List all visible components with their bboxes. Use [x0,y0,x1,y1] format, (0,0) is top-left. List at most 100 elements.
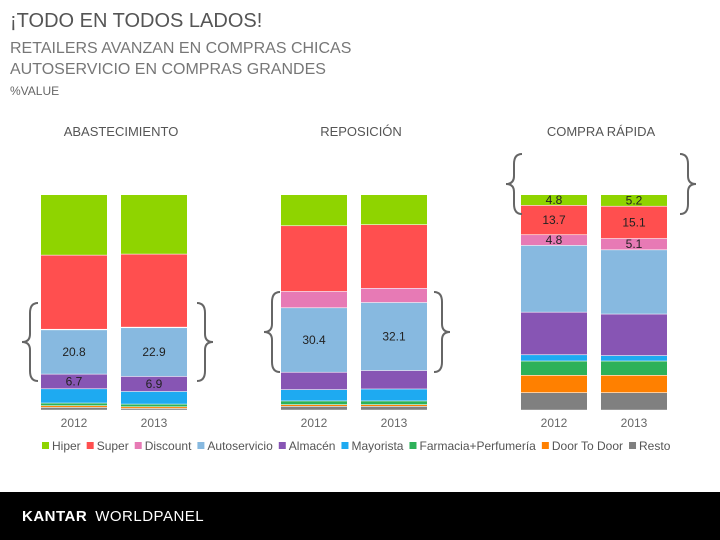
legend-label-farmacia-perfumeria: Farmacia+Perfumería [419,439,536,453]
data-label-compra-rapida-2013-hiper: 5.2 [626,193,643,207]
data-label-abastecimiento-2012-autoservicio: 20.8 [62,345,86,359]
legend-label-almacen: Almacén [289,439,336,453]
subtitle-line-1: RETAILERS AVANZAN EN COMPRAS CHICAS [10,40,352,57]
page-title: ¡TODO EN TODOS LADOS! [10,10,263,32]
group-title-compra-rapida: COMPRA RÁPIDA [547,124,656,139]
bar-segment-compra-rapida-2012-super [521,205,587,235]
bar-segment-reposicion-2012-mayorista [281,389,347,401]
bar-segment-abastecimiento-2013-door-to-door [121,407,187,409]
bar-segment-abastecimiento-2013-mayorista [121,391,187,404]
data-label-compra-rapida-2013-super: 15.1 [622,215,646,229]
data-label-compra-rapida-2012-hiper: 4.8 [546,193,563,207]
bar-segment-reposicion-2012-hiper [281,195,347,226]
bar-segment-abastecimiento-2013-resto [121,408,187,410]
x-tick-label-compra-rapida-2013: 2013 [621,416,648,430]
bar-segment-abastecimiento-2013-farmacia-perfumeria [121,404,187,407]
legend-swatch-autoservicio [197,442,205,449]
data-label-compra-rapida-2012-super: 13.7 [542,213,566,227]
data-label-compra-rapida-2013-discount: 5.1 [626,237,643,251]
x-tick-label-abastecimiento-2013: 2013 [141,416,168,430]
x-tick-label-compra-rapida-2012: 2012 [541,416,568,430]
bar-segment-reposicion-2013-almacen [361,370,427,389]
brace-reposicion-right [433,291,451,373]
legend-label-autoservicio: Autoservicio [207,439,273,453]
bar-segment-abastecimiento-2012-resto [41,407,107,410]
bar-segment-compra-rapida-2013-farmacia-perfumeria [601,361,667,375]
legend-swatch-almacen [278,442,286,449]
legend-swatch-mayorista [341,442,349,449]
bar-segment-reposicion-2012-farmacia-perfumeria [281,401,347,405]
stacked-bar-chart: ABASTECIMIENTO REPOSICIÓN COMPRA RÁPIDA 201… [21,124,697,453]
data-label-abastecimiento-2012-almacen: 6.7 [66,374,83,388]
bar-segment-reposicion-2013-super [361,225,427,288]
bar-segment-abastecimiento-2013-hiper [121,195,187,254]
legend-swatch-door-to-door [541,442,549,449]
legend-swatch-resto [629,442,637,449]
footer-bar: KANTAR WORLDPANEL [0,492,720,540]
brace-compra-rapida-right [679,153,697,215]
bar-segment-compra-rapida-2012-almacen [521,312,587,355]
bar-segment-abastecimiento-2012-almacen [41,374,107,389]
bar-segment-reposicion-2012-autoservicio [281,308,347,372]
legend-label-discount: Discount [145,439,192,453]
bar-segment-compra-rapida-2013-resto [601,393,667,410]
data-label-abastecimiento-2013-autoservicio: 22.9 [142,345,166,359]
bar-segment-reposicion-2013-resto [361,406,427,410]
bar-segment-compra-rapida-2013-super [601,206,667,239]
bar-segment-abastecimiento-2012-mayorista [41,389,107,403]
bar-segment-compra-rapida-2013-discount [601,238,667,250]
bar-segment-reposicion-2012-super [281,226,347,292]
bar-segment-compra-rapida-2012-door-to-door [521,375,587,393]
legend-label-resto: Resto [639,439,671,453]
brace-compra-rapida-left [505,153,523,215]
legend-label-door-to-door: Door To Door [552,439,623,453]
bar-segment-reposicion-2013-autoservicio [361,302,427,371]
bar-segment-compra-rapida-2013-autoservicio [601,250,667,314]
x-tick-label-abastecimiento-2012: 2012 [61,416,88,430]
bar-segment-reposicion-2012-discount [281,291,347,308]
x-tick-label-reposicion-2013: 2013 [381,416,408,430]
bar-segment-abastecimiento-2012-farmacia-perfumeria [41,403,107,406]
bar-segment-compra-rapida-2013-almacen [601,314,667,356]
logo-brand-a: KANTAR [22,508,88,525]
bar-segment-abastecimiento-2013-autoservicio [121,328,187,377]
bar-segment-compra-rapida-2012-farmacia-perfumeria [521,361,587,375]
kantar-worldpanel-logo: KANTAR WORLDPANEL [22,508,204,525]
bar-segment-abastecimiento-2012-super [41,255,107,329]
subtitle-line-2: AUTOSERVICIO EN COMPRAS GRANDES [10,61,326,78]
unit-label: %VALUE [10,84,60,98]
bar-segment-abastecimiento-2012-hiper [41,195,107,255]
bar-segment-reposicion-2013-discount [361,288,427,303]
data-label-reposicion-2012-autoservicio: 30.4 [302,333,326,347]
group-title-reposicion: REPOSICIÓN [320,124,402,139]
bar-segment-reposicion-2013-farmacia-perfumeria [361,401,427,405]
bar-segment-compra-rapida-2012-resto [521,393,587,410]
bar-segment-compra-rapida-2012-mayorista [521,355,587,361]
brace-abastecimiento-left [21,302,39,382]
bar-segment-compra-rapida-2013-door-to-door [601,375,667,393]
bar-segment-reposicion-2013-mayorista [361,389,427,401]
legend-label-hiper: Hiper [52,439,81,453]
bar-segment-reposicion-2013-door-to-door [361,405,427,407]
bar-segment-compra-rapida-2013-hiper [601,195,667,206]
legend-swatch-discount [134,442,142,449]
bar-segment-abastecimiento-2012-door-to-door [41,406,107,408]
legend-swatch-farmacia-perfumeria [409,442,417,449]
legend-swatch-super [86,442,94,449]
bar-segment-reposicion-2012-resto [281,406,347,410]
bar-segment-reposicion-2012-door-to-door [281,405,347,407]
bar-segment-reposicion-2013-hiper [361,195,427,225]
group-title-abastecimiento: ABASTECIMIENTO [64,124,179,139]
x-tick-label-reposicion-2012: 2012 [301,416,328,430]
bar-segment-compra-rapida-2012-hiper [521,195,587,206]
data-label-reposicion-2013-autoservicio: 32.1 [382,330,406,344]
bar-segment-reposicion-2012-almacen [281,372,347,390]
legend-label-mayorista: Mayorista [351,439,403,453]
bar-segment-compra-rapida-2012-autoservicio [521,245,587,312]
brace-abastecimiento-right [196,302,214,382]
legend-swatch-hiper [42,442,49,449]
bar-segment-compra-rapida-2013-mayorista [601,355,667,361]
bar-segment-compra-rapida-2012-discount [521,235,587,246]
data-label-compra-rapida-2012-discount: 4.8 [546,233,563,247]
logo-brand-b: WORLDPANEL [95,508,205,525]
